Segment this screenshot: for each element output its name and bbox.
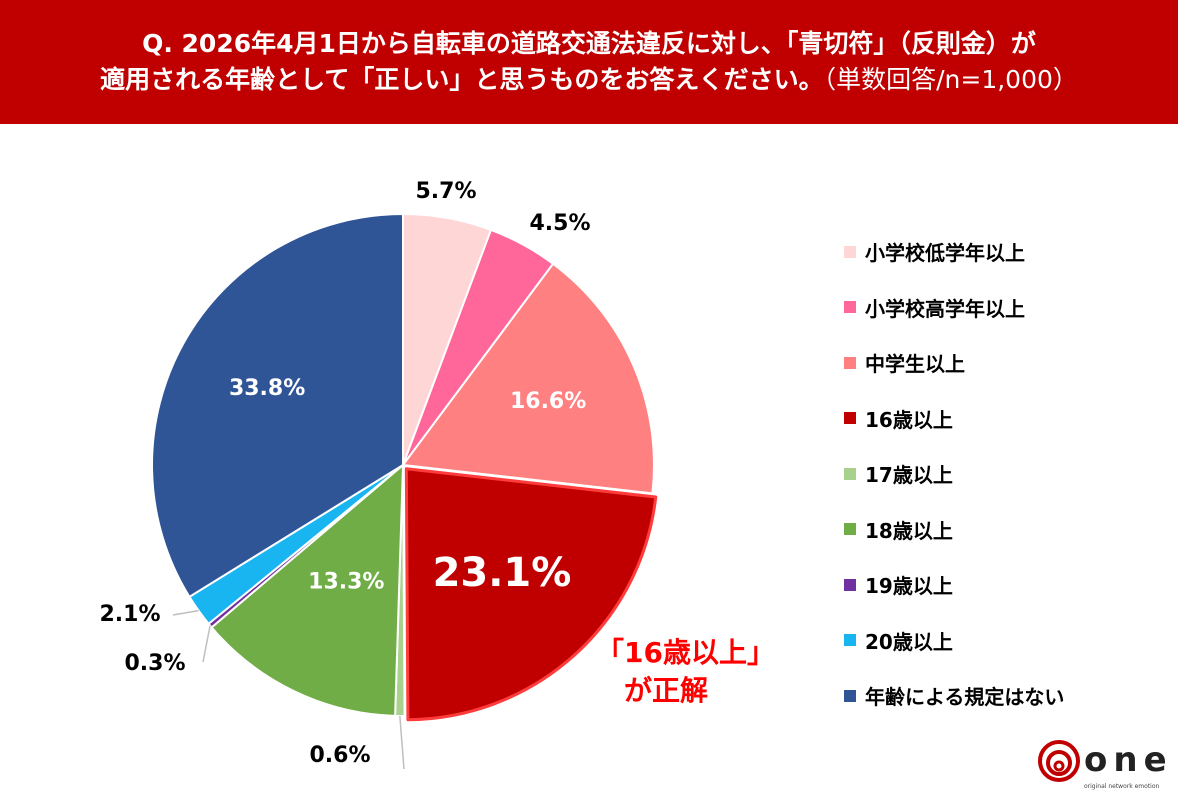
legend-label: 年齢による規定はない	[865, 685, 1065, 710]
legend-label: 20歳以上	[865, 629, 953, 654]
data-labels: 5.7% 4.5% 16.6% 23.1% 0.6% 13.3% 0.3% 2.1% 33.8%	[99, 179, 590, 768]
correct-answer-callout: 「16歳以上」 が正解	[596, 634, 775, 710]
legend-swatch	[844, 467, 856, 480]
logo-wordmark: one	[1084, 740, 1173, 780]
legend-label: 17歳以上	[865, 463, 953, 488]
data-label-8: 2.1%	[99, 602, 160, 627]
data-label-9: 33.8%	[229, 376, 305, 401]
question-header: Q. 2026年4月1日から自転車の道路交通法違反に対し、「青切符」（反則金）が…	[0, 0, 1178, 124]
legend-swatch	[844, 356, 856, 369]
legend-item: 16歳以上	[844, 391, 1064, 447]
legend-item: 19歳以上	[844, 557, 1064, 613]
legend-label: 18歳以上	[865, 518, 953, 543]
legend-item: 小学校低学年以上	[844, 224, 1064, 280]
legend-swatch	[844, 523, 856, 536]
highlight-layer	[404, 467, 658, 722]
company-logo: one original network emotion	[1038, 740, 1174, 792]
pie-slices	[151, 212, 657, 721]
legend-swatch	[844, 301, 856, 314]
data-label-4: 23.1%	[433, 550, 572, 596]
legend-label: 中学生以上	[865, 352, 965, 377]
answer-line-2: が正解	[624, 674, 709, 707]
legend-item: 20歳以上	[844, 613, 1064, 669]
chart-legend: 小学校低学年以上 小学校高学年以上 中学生以上 16歳以上 17歳以上 18歳以上 19歳以…	[844, 224, 1064, 724]
legend-swatch	[844, 412, 856, 425]
data-label-7: 0.3%	[124, 651, 185, 676]
pie-slice-9	[151, 212, 404, 599]
legend-item: 中学生以上	[844, 335, 1064, 391]
question-response-note: （単数回答/n=1,000）	[823, 65, 1078, 94]
question-line-1: Q. 2026年4月1日から自転車の道路交通法違反に対し、「青切符」（反則金）が	[142, 29, 1036, 58]
legend-label: 小学校高学年以上	[865, 296, 1025, 321]
legend-swatch	[844, 578, 856, 591]
pie-chart: 5.7% 4.5% 16.6% 23.1% 0.6% 13.3% 0.3% 2.1% 33.8%	[99, 179, 658, 770]
answer-line-1: 「16歳以上」	[596, 636, 775, 669]
highlight-outline	[404, 467, 658, 722]
data-label-3: 16.6%	[510, 389, 586, 414]
pie-slice-3	[401, 262, 655, 495]
question-line-2: 適用される年齢として「正しい」と思うものをお答えください。（単数回答/n=1,0…	[100, 62, 1078, 98]
legend-item: 18歳以上	[844, 502, 1064, 558]
data-label-6: 13.3%	[308, 570, 384, 595]
legend-swatch	[844, 634, 856, 647]
logo-swirl-icon	[1038, 740, 1080, 782]
logo-tagline: original network emotion	[1084, 783, 1160, 790]
legend-swatch	[844, 689, 856, 702]
question-line-2-main: 適用される年齢として「正しい」と思うものをお答えください。	[100, 65, 824, 94]
leader-lines	[172, 609, 405, 770]
leader-line-8	[172, 609, 199, 616]
legend-label: 19歳以上	[865, 574, 953, 599]
data-label-5: 0.6%	[309, 743, 370, 768]
leader-line-5	[399, 715, 405, 770]
legend-label: 16歳以上	[865, 407, 953, 432]
legend-swatch	[844, 245, 856, 258]
legend-label: 小学校低学年以上	[865, 241, 1025, 266]
legend-item: 17歳以上	[844, 446, 1064, 502]
data-label-1: 5.7%	[415, 179, 476, 204]
leader-line-7	[202, 625, 211, 663]
legend-item: 年齢による規定はない	[844, 668, 1064, 724]
data-label-2: 4.5%	[529, 211, 590, 236]
legend-item: 小学校高学年以上	[844, 280, 1064, 336]
pie-slice-6	[210, 462, 405, 717]
